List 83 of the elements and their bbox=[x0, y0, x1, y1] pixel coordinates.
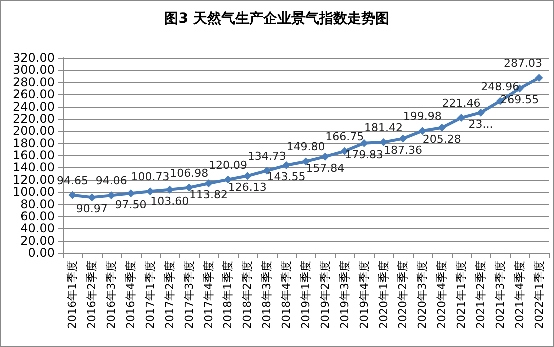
x-tick-label: 2016年1季度 bbox=[66, 261, 80, 329]
data-label: 143.55 bbox=[267, 170, 306, 184]
data-label: 106.98 bbox=[170, 166, 209, 180]
data-label: 100.73 bbox=[131, 170, 170, 184]
data-label: 113.82 bbox=[190, 188, 228, 202]
x-tick-label: 2021年4季度 bbox=[513, 261, 526, 329]
point bbox=[224, 176, 232, 184]
point bbox=[321, 152, 330, 161]
y-tick-label: 200.00 bbox=[13, 124, 55, 138]
point bbox=[438, 124, 446, 132]
x-tick-label: 2016年3季度 bbox=[105, 261, 118, 329]
data-label: 187.36 bbox=[384, 144, 422, 157]
point bbox=[185, 184, 194, 192]
x-tick-label: 2019年2季度 bbox=[318, 261, 332, 329]
point bbox=[476, 108, 485, 117]
x-tick-label: 2020年1季度 bbox=[377, 261, 390, 329]
x-tick-label: 2021年2季度 bbox=[474, 261, 488, 329]
y-tick-label: 300.00 bbox=[13, 63, 55, 78]
point bbox=[360, 139, 368, 148]
x-tick-label: 2021年1季度 bbox=[455, 261, 468, 329]
data-label: 149.80 bbox=[286, 140, 326, 154]
data-label: 23... bbox=[468, 118, 494, 131]
y-tick-label: 140.00 bbox=[13, 160, 55, 175]
x-tick-label: 2022年1季度 bbox=[532, 261, 546, 329]
y-tick-label: 40.00 bbox=[20, 222, 55, 236]
point bbox=[458, 114, 466, 122]
y-tick-label: 100.00 bbox=[13, 185, 55, 200]
data-label: 120.09 bbox=[208, 158, 248, 172]
point bbox=[244, 172, 252, 180]
data-label: 94.65 bbox=[56, 174, 88, 188]
y-tick-label: 0.00 bbox=[28, 246, 55, 260]
x-tick-label: 2021年3季度 bbox=[494, 261, 507, 329]
point bbox=[418, 127, 427, 136]
x-tick-label: 2020年2季度 bbox=[396, 261, 410, 329]
y-tick-label: 240.00 bbox=[13, 100, 55, 114]
y-tick-label: 80.00 bbox=[20, 197, 55, 212]
x-tick-label: 2016年2季度 bbox=[86, 261, 99, 329]
y-tick-label: 260.00 bbox=[13, 88, 55, 102]
data-label: 287.03 bbox=[504, 57, 543, 70]
chart-title: 图3 天然气生产企业景气指数走势图 bbox=[164, 10, 390, 27]
x-tick-label: 2017年2季度 bbox=[163, 261, 176, 329]
point bbox=[88, 194, 96, 202]
y-tick-label: 20.00 bbox=[20, 234, 55, 248]
x-tick-label: 2017年3季度 bbox=[182, 261, 196, 329]
point bbox=[535, 74, 544, 82]
x-tick-label: 2019年4季度 bbox=[358, 261, 371, 329]
x-tick-label: 2019年3季度 bbox=[338, 261, 352, 329]
x-tick-label: 2020年4季度 bbox=[436, 261, 449, 329]
point bbox=[108, 192, 116, 200]
y-tick-label: 60.00 bbox=[20, 209, 55, 224]
data-label: 181.42 bbox=[364, 121, 404, 134]
x-tick-label: 2019年1季度 bbox=[300, 261, 312, 329]
data-label: 179.83 bbox=[345, 148, 384, 162]
data-label: 199.98 bbox=[403, 110, 442, 124]
y-tick-label: 280.00 bbox=[13, 75, 55, 90]
y-tick-label: 120.00 bbox=[13, 172, 55, 187]
data-label: 166.75 bbox=[326, 130, 364, 144]
data-label: 157.84 bbox=[306, 162, 345, 175]
y-tick-label: 320.00 bbox=[13, 51, 55, 65]
data-label: 134.73 bbox=[248, 150, 286, 163]
point bbox=[399, 134, 408, 143]
data-label: 90.97 bbox=[76, 202, 108, 216]
data-label: 248.96 bbox=[481, 80, 520, 94]
y-tick-label: 180.00 bbox=[13, 136, 55, 150]
point bbox=[204, 180, 213, 188]
x-tick-label: 2018年2季度 bbox=[241, 261, 254, 329]
data-label: 205.28 bbox=[422, 132, 462, 146]
x-tick-label: 2018年4季度 bbox=[280, 261, 294, 329]
y-tick-label: 220.00 bbox=[13, 112, 55, 126]
data-label: 126.13 bbox=[228, 181, 267, 194]
point bbox=[68, 191, 77, 200]
data-label: 103.60 bbox=[150, 194, 190, 208]
data-label: 97.50 bbox=[115, 198, 147, 212]
y-tick-label: 160.00 bbox=[13, 148, 55, 162]
x-tick-label: 2020年3季度 bbox=[416, 261, 430, 329]
data-label: 94.06 bbox=[96, 174, 128, 188]
x-tick-label: 2017年1季度 bbox=[144, 261, 157, 329]
x-tick-label: 2018年1季度 bbox=[222, 261, 235, 329]
x-tick-label: 2018年3季度 bbox=[260, 261, 274, 329]
data-label: 221.46 bbox=[442, 97, 481, 110]
x-tick-label: 2016年4季度 bbox=[124, 261, 138, 329]
x-tick-label: 2017年4季度 bbox=[202, 261, 216, 329]
point bbox=[282, 162, 291, 170]
